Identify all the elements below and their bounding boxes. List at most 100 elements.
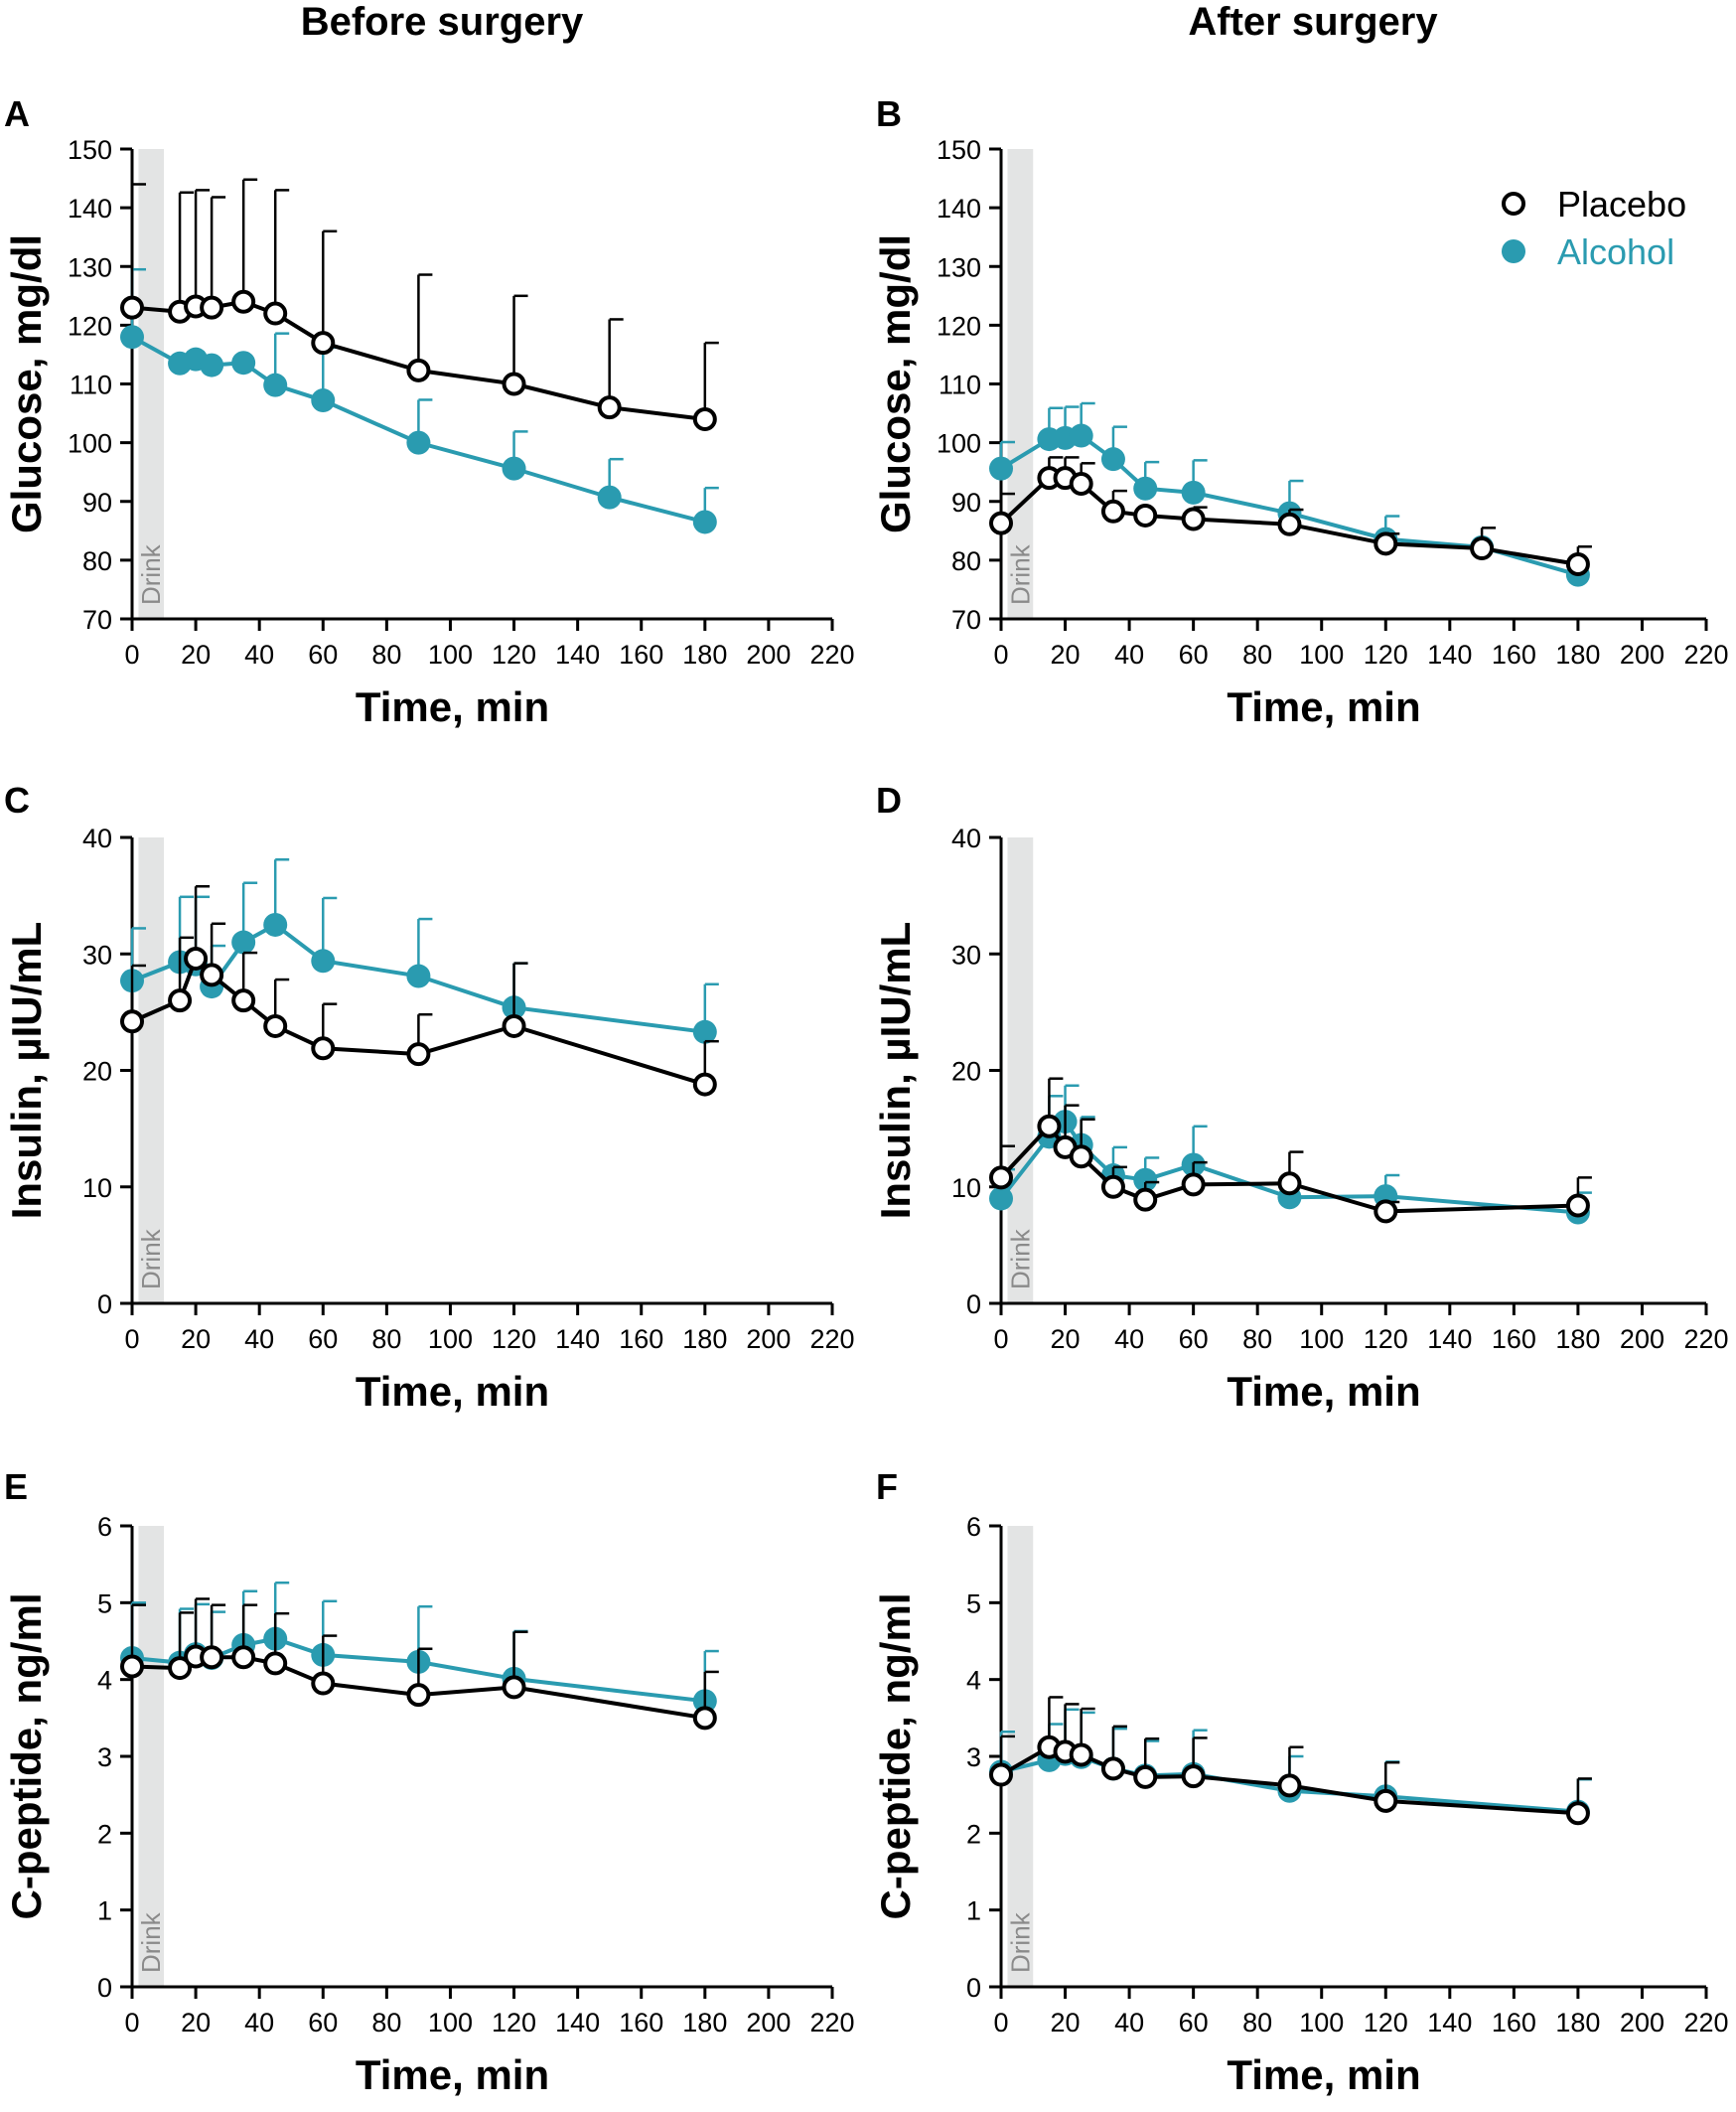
x-tick-label: 180 <box>1555 640 1600 670</box>
y-tick-label: 1 <box>97 1896 112 1926</box>
data-point <box>1277 512 1302 536</box>
x-tick-label: 160 <box>1492 640 1536 670</box>
legend-alcohol-label: Alcohol <box>1557 231 1674 272</box>
series-line <box>999 1123 1578 1214</box>
x-tick-label: 140 <box>1427 1324 1472 1354</box>
x-tick-label: 200 <box>746 2008 791 2037</box>
series-placebo <box>120 884 719 1097</box>
x-tick-label: 140 <box>555 1324 600 1354</box>
chart-panel-D: Drink 0 20 40 60 80 100 120 140 160 180 200 220 0 10 20… <box>872 824 1729 1415</box>
data-point <box>597 485 622 510</box>
data-point <box>597 395 622 420</box>
y-axis-label: Insulin, µIU/mL <box>3 922 50 1220</box>
data-point <box>1374 1788 1398 1813</box>
x-tick-label: 80 <box>1242 1324 1272 1354</box>
x-tick-label: 100 <box>428 2008 473 2037</box>
x-axis-label: Time, min <box>356 1368 549 1415</box>
data-point <box>263 301 288 326</box>
x-axis-label: Time, min <box>1227 2051 1420 2098</box>
x-tick-label: 0 <box>124 2008 139 2037</box>
data-point <box>1565 1193 1590 1218</box>
x-tick-label: 200 <box>1620 1324 1664 1354</box>
legend-alcohol-marker <box>1502 239 1525 263</box>
data-point <box>692 1706 717 1731</box>
panel-letter-D: D <box>876 780 902 821</box>
data-point <box>231 1645 256 1670</box>
data-point <box>692 406 717 431</box>
x-tick-label: 60 <box>308 2008 338 2037</box>
data-point <box>263 373 288 397</box>
series-placebo <box>120 178 719 431</box>
x-tick-label: 220 <box>809 640 854 670</box>
x-tick-label: 140 <box>1427 2008 1472 2037</box>
x-tick-label: 180 <box>682 1324 727 1354</box>
y-tick-label: 130 <box>937 252 981 282</box>
chart-panel-A: Drink 0 20 40 60 80 100 120 140 160 180 200 220 70 80 9… <box>3 135 855 730</box>
series-placebo <box>989 1696 1592 1826</box>
y-tick-label: 5 <box>97 1588 112 1618</box>
y-tick-label: 140 <box>937 194 981 224</box>
data-point <box>406 964 431 988</box>
data-point <box>692 1072 717 1097</box>
x-tick-label: 220 <box>809 2008 854 2037</box>
x-tick-label: 100 <box>1299 2008 1344 2037</box>
x-tick-label: 180 <box>682 2008 727 2037</box>
x-tick-label: 60 <box>1179 640 1209 670</box>
y-tick-label: 80 <box>951 546 981 576</box>
x-tick-label: 20 <box>1051 1324 1081 1354</box>
data-point <box>231 988 256 1013</box>
y-tick-label: 90 <box>82 488 112 518</box>
data-point <box>263 912 288 937</box>
x-tick-label: 220 <box>1683 2008 1728 2037</box>
x-tick-label: 40 <box>244 2008 274 2037</box>
series-line <box>131 955 706 1087</box>
data-point <box>231 289 256 314</box>
x-tick-label: 180 <box>682 640 727 670</box>
x-tick-label: 80 <box>1242 2008 1272 2037</box>
data-point <box>1069 1742 1093 1767</box>
x-tick-label: 100 <box>1299 640 1344 670</box>
x-tick-label: 120 <box>1364 640 1408 670</box>
chart-panel-F: Drink 0 20 40 60 80 100 120 140 160 180 200 220 0 1 2 3 4… <box>872 1512 1729 2098</box>
x-tick-label: 120 <box>1364 1324 1408 1354</box>
x-axis-label: Time, min <box>356 2051 549 2098</box>
y-axis-label: Glucose, mg/dl <box>872 234 919 533</box>
data-point <box>1100 447 1125 472</box>
column-title-after: After surgery <box>1188 0 1438 44</box>
y-tick-label: 2 <box>966 1819 981 1849</box>
y-tick-label: 20 <box>951 1057 981 1087</box>
y-tick-label: 10 <box>82 1173 112 1203</box>
y-tick-label: 10 <box>951 1173 981 1203</box>
data-point <box>1181 1172 1206 1197</box>
chart-panel-E: Drink 0 20 40 60 80 100 120 140 160 180 200 220 0 1 2 3 4… <box>3 1512 855 2098</box>
data-point <box>989 511 1013 535</box>
data-point <box>168 1656 193 1681</box>
data-point <box>263 1651 288 1676</box>
y-tick-label: 3 <box>97 1742 112 1772</box>
data-point <box>263 1013 288 1038</box>
data-point <box>311 1036 336 1061</box>
data-point <box>1277 1171 1302 1196</box>
column-title-before: Before surgery <box>300 0 584 44</box>
y-tick-label: 120 <box>68 311 112 341</box>
x-tick-label: 100 <box>428 1324 473 1354</box>
x-tick-label: 20 <box>1051 2008 1081 2037</box>
y-tick-label: 140 <box>68 194 112 224</box>
data-point <box>1565 1801 1590 1826</box>
x-tick-label: 200 <box>1620 640 1664 670</box>
data-point <box>1133 1167 1158 1192</box>
drink-band <box>1007 1526 1034 1987</box>
data-point <box>1374 1199 1398 1224</box>
data-point <box>502 1675 526 1700</box>
y-tick-label: 5 <box>966 1588 981 1618</box>
y-tick-label: 150 <box>68 135 112 165</box>
data-point <box>1069 423 1093 448</box>
x-axis-label: Time, min <box>1227 1368 1420 1415</box>
data-point <box>1100 1756 1125 1781</box>
data-point <box>200 1645 224 1670</box>
x-tick-label: 120 <box>492 640 536 670</box>
x-tick-label: 40 <box>244 640 274 670</box>
drink-label: Drink <box>136 1911 166 1973</box>
drink-label: Drink <box>136 543 166 605</box>
drink-band <box>1007 837 1034 1303</box>
